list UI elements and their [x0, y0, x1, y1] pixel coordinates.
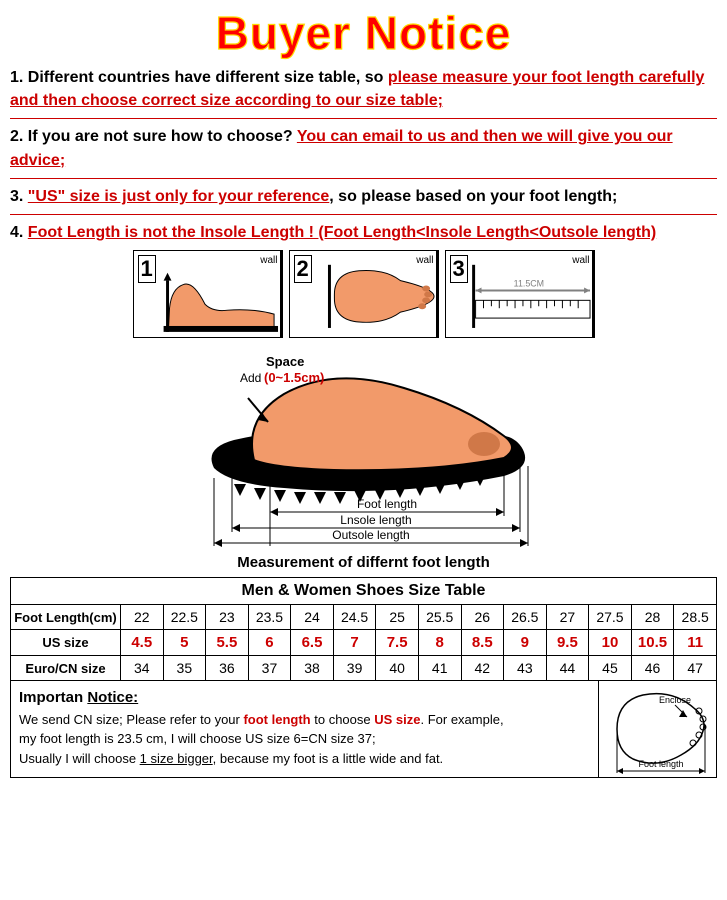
step-3: 3 wall 11.5CM	[445, 250, 595, 338]
notice-lead: Importan	[19, 689, 87, 706]
measure-steps: 1 wall 2 wall 3 wa	[10, 250, 717, 338]
svg-text:Lnsole length: Lnsole length	[340, 513, 411, 527]
notice-item-3: 3. "US" size is just only for your refer…	[10, 185, 717, 208]
svg-text:Add: Add	[240, 371, 261, 385]
svg-text:Enclose: Enclose	[659, 695, 691, 705]
foot-outline-icon: Enclose Foot length	[598, 681, 716, 777]
important-notice: Importan Notice: We send CN size; Please…	[10, 681, 717, 778]
step-1: 1 wall	[133, 250, 283, 338]
notice-list: 1. Different countries have different si…	[10, 66, 717, 244]
svg-text:Foot length: Foot length	[356, 497, 416, 511]
svg-text:11.5CM: 11.5CM	[513, 279, 543, 289]
foot-side-icon	[134, 251, 282, 338]
foot-top-icon	[290, 251, 438, 338]
row-label: Euro/CN size	[11, 656, 121, 681]
measurement-caption: Measurement of differnt foot length	[10, 554, 717, 571]
item-num: 4.	[10, 224, 23, 241]
svg-text:Outsole length: Outsole length	[332, 528, 409, 542]
notice-lead2: Notice:	[87, 689, 138, 706]
svg-text:Foot length: Foot length	[638, 759, 683, 769]
row-label: Foot Length(cm)	[11, 605, 121, 630]
item-plain: Different countries have different size …	[23, 69, 388, 86]
item-plain: , so please based on your foot length;	[329, 188, 617, 205]
item-hot: Foot Length is not the Insole Length ! (…	[28, 224, 656, 241]
table-row-euro-cn: Euro/CN size 343536373839404142434445464…	[11, 656, 717, 681]
table-row-us-size: US size 4.555.566.577.588.599.51010.511	[11, 630, 717, 656]
svg-text:Space: Space	[266, 354, 304, 369]
buyer-notice-card: Buyer Notice 1. Different countries have…	[0, 0, 727, 778]
row-label: US size	[11, 630, 121, 656]
notice-text: Importan Notice: We send CN size; Please…	[11, 681, 598, 777]
table-row-foot-length: Foot Length(cm) 2222.52323.52424.52525.5…	[11, 605, 717, 630]
item-hot: "US" size is just only for your referenc…	[28, 188, 329, 205]
divider	[10, 214, 717, 215]
item-plain: If you are not sure how to choose?	[23, 128, 297, 145]
foot-in-shoe-icon: Space Add (0~1.5cm) Foot length Lnsole l…	[184, 348, 544, 548]
size-table: Men & Women Shoes Size Table Foot Length…	[10, 577, 717, 681]
svg-text:(0~1.5cm): (0~1.5cm)	[264, 370, 324, 385]
divider	[10, 118, 717, 119]
item-num: 2.	[10, 128, 23, 145]
item-num: 1.	[10, 69, 23, 86]
notice-item-4: 4. Foot Length is not the Insole Length …	[10, 221, 717, 244]
notice-item-1: 1. Different countries have different si…	[10, 66, 717, 112]
notice-item-2: 2. If you are not sure how to choose? Yo…	[10, 125, 717, 171]
foot-diagram: Space Add (0~1.5cm) Foot length Lnsole l…	[10, 348, 717, 548]
step-2: 2 wall	[289, 250, 439, 338]
divider	[10, 178, 717, 179]
ruler-icon: 11.5CM	[446, 251, 594, 338]
page-title: Buyer Notice	[10, 6, 717, 60]
table-title: Men & Women Shoes Size Table	[11, 578, 717, 605]
item-num: 3.	[10, 188, 23, 205]
